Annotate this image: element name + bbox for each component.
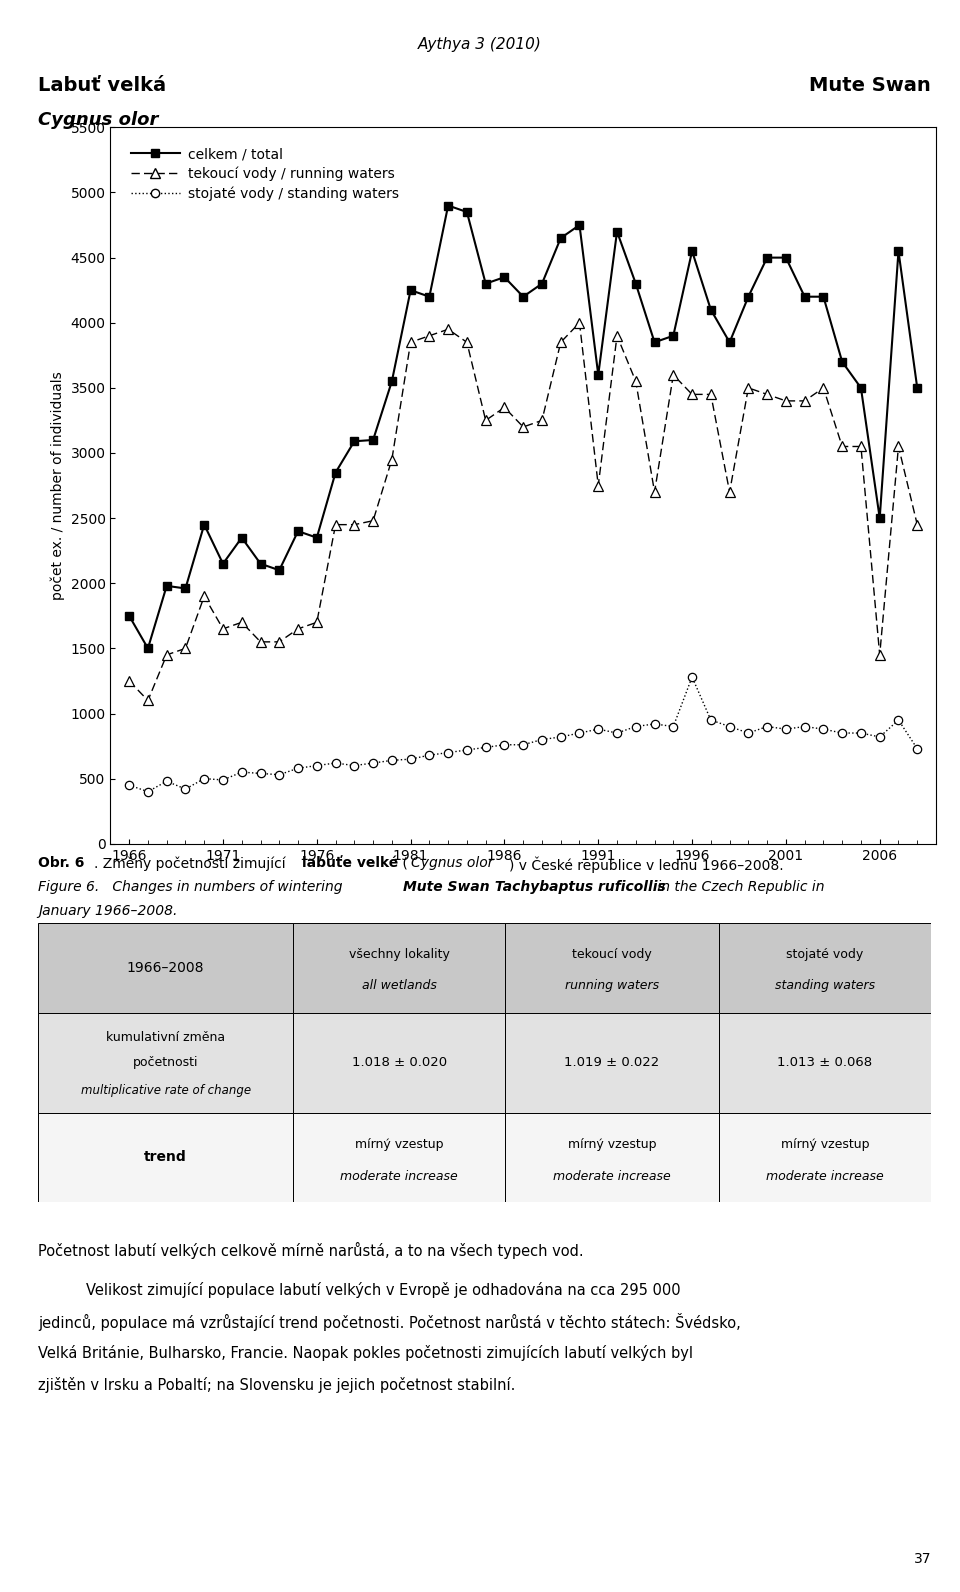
Text: Obr. 6: Obr. 6 bbox=[38, 856, 84, 871]
Bar bbox=[505, 1013, 719, 1113]
Text: running waters: running waters bbox=[565, 979, 660, 992]
Text: kumulativní změna: kumulativní změna bbox=[106, 1032, 226, 1044]
Text: trend: trend bbox=[144, 1151, 187, 1164]
Text: 1.018 ± 0.020: 1.018 ± 0.020 bbox=[351, 1055, 446, 1070]
Text: všechny lokality: všechny lokality bbox=[348, 949, 449, 962]
Text: Početnost labutí velkých celkově mírně narůstá, a to na všech typech vod.: Početnost labutí velkých celkově mírně n… bbox=[38, 1242, 584, 1259]
Text: in the Czech Republic in: in the Czech Republic in bbox=[653, 880, 825, 895]
Text: (: ( bbox=[398, 856, 408, 871]
Text: 1966–2008: 1966–2008 bbox=[127, 962, 204, 974]
Text: labuťe velké: labuťe velké bbox=[302, 856, 398, 871]
Text: stojaté vody: stojaté vody bbox=[786, 949, 864, 962]
Text: moderate increase: moderate increase bbox=[766, 1170, 884, 1183]
Text: January 1966–2008.: January 1966–2008. bbox=[38, 904, 178, 919]
Text: Cygnus olor: Cygnus olor bbox=[38, 111, 158, 129]
Bar bbox=[293, 923, 505, 1013]
Text: Labuť velká: Labuť velká bbox=[38, 76, 166, 96]
Bar bbox=[505, 923, 719, 1013]
Text: tekoucí vody: tekoucí vody bbox=[572, 949, 652, 962]
Text: Changes in numbers of wintering: Changes in numbers of wintering bbox=[108, 880, 348, 895]
Text: Velikost zimující populace labutí velkých v Evropě je odhadována na cca 295 000: Velikost zimující populace labutí velkýc… bbox=[86, 1282, 681, 1297]
Bar bbox=[38, 1013, 293, 1113]
Text: Mute Swan: Mute Swan bbox=[403, 880, 490, 895]
Y-axis label: počet ex. / number of individuals: počet ex. / number of individuals bbox=[50, 371, 65, 600]
Text: Cygnus olor: Cygnus olor bbox=[411, 856, 493, 871]
Text: Aythya 3 (2010): Aythya 3 (2010) bbox=[418, 37, 542, 51]
Text: Tachybaptus ruficollis: Tachybaptus ruficollis bbox=[490, 880, 665, 895]
Text: zjištěn v Irsku a Pobaltí; na Slovensku je jejich početnost stabilní.: zjištěn v Irsku a Pobaltí; na Slovensku … bbox=[38, 1377, 516, 1393]
Text: mírný vzestup: mírný vzestup bbox=[355, 1138, 444, 1151]
Text: Velká Británie, Bulharsko, Francie. Naopak pokles početnosti zimujících labutí v: Velká Británie, Bulharsko, Francie. Naop… bbox=[38, 1345, 693, 1361]
Text: 1.013 ± 0.068: 1.013 ± 0.068 bbox=[778, 1055, 873, 1070]
Bar bbox=[719, 1013, 931, 1113]
Text: Mute Swan: Mute Swan bbox=[809, 76, 931, 96]
Text: moderate increase: moderate increase bbox=[340, 1170, 458, 1183]
Bar bbox=[293, 1013, 505, 1113]
Text: početnosti: početnosti bbox=[132, 1055, 199, 1070]
Text: mírný vzestup: mírný vzestup bbox=[567, 1138, 657, 1151]
Text: 1.019 ± 0.022: 1.019 ± 0.022 bbox=[564, 1055, 660, 1070]
Bar bbox=[505, 1113, 719, 1202]
Text: . Změny početnosti zimující: . Změny početnosti zimující bbox=[94, 856, 290, 871]
Bar bbox=[293, 1113, 505, 1202]
Text: Figure 6.: Figure 6. bbox=[38, 880, 100, 895]
Text: standing waters: standing waters bbox=[775, 979, 875, 992]
Text: all wetlands: all wetlands bbox=[362, 979, 437, 992]
Legend: celkem / total, tekoucí vody / running waters, stojaté vody / standing waters: celkem / total, tekoucí vody / running w… bbox=[126, 142, 405, 207]
Text: multiplicative rate of change: multiplicative rate of change bbox=[81, 1084, 251, 1097]
Text: 37: 37 bbox=[914, 1552, 931, 1567]
Text: jedinců, populace má vzrůstající trend početnosti. Početnost narůstá v těchto st: jedinců, populace má vzrůstající trend p… bbox=[38, 1313, 741, 1331]
Bar bbox=[719, 1113, 931, 1202]
Bar bbox=[38, 923, 293, 1013]
Bar bbox=[38, 1113, 293, 1202]
Text: ) v České republice v lednu 1966–2008.: ) v České republice v lednu 1966–2008. bbox=[509, 856, 783, 872]
Bar bbox=[719, 923, 931, 1013]
Text: mírný vzestup: mírný vzestup bbox=[780, 1138, 869, 1151]
Text: moderate increase: moderate increase bbox=[553, 1170, 671, 1183]
